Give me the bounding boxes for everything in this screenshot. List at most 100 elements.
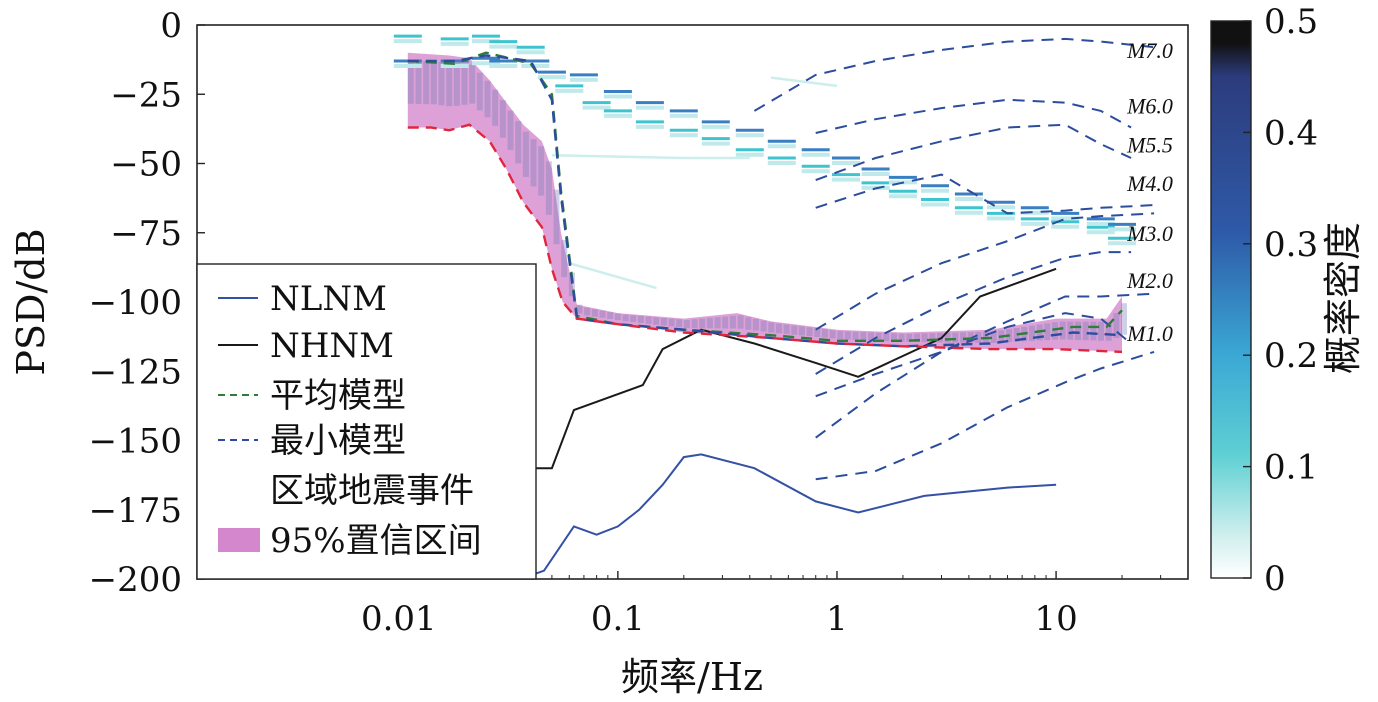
density-strip (1067, 321, 1074, 340)
magnitude-labels: M7.0 M6.0 M5.5 M4.0 M3.0 M2.0 M1.0 (1126, 38, 1173, 346)
event-faint-line (551, 153, 750, 160)
density-strip (760, 320, 767, 332)
density-strip (737, 315, 744, 329)
density-strip (614, 313, 621, 321)
density-strip (637, 315, 644, 323)
series-layer (197, 51, 1123, 579)
density-strip (906, 333, 913, 342)
density-strip (960, 332, 966, 343)
density-strip (914, 333, 920, 342)
density-strip (430, 61, 437, 105)
density-strip (446, 62, 453, 107)
density-strip (591, 309, 598, 317)
density-strip (891, 333, 897, 342)
confidence-band (407, 52, 1122, 352)
x-axis-ticks: 0.01 0.1 1 10 (245, 571, 1189, 639)
density-strip (584, 307, 591, 316)
density-strip (868, 332, 874, 341)
y-tick-label: −100 (89, 283, 182, 323)
density-strip (722, 316, 729, 329)
density-strip (676, 319, 683, 328)
colorbar: 0 0.1 0.2 0.3 0.4 0.5 概率密度 (1210, 2, 1365, 599)
density-strip (545, 161, 552, 215)
density-strip (814, 328, 821, 337)
density-strip (407, 60, 414, 104)
magnitude-curve (815, 292, 1155, 439)
density-strip (775, 323, 782, 334)
colorbar-label: 概率密度 (1321, 222, 1365, 374)
y-tick-label: −150 (89, 422, 182, 462)
density-strip (553, 189, 560, 245)
magnitude-curve (815, 251, 1132, 375)
magnitude-curve (815, 173, 1155, 215)
density-strip (929, 333, 936, 343)
legend-label: 平均模型 (270, 376, 406, 416)
density-strip (798, 326, 805, 336)
y-tick-label: −200 (89, 560, 182, 600)
density-strip (461, 64, 468, 105)
legend-box (196, 263, 537, 580)
colorbar-tick-label: 0.3 (1264, 225, 1318, 265)
series-line (407, 123, 1123, 354)
density-strip (860, 332, 867, 341)
magnitude-curve (815, 312, 1132, 398)
y-axis-title: PSD/dB (9, 228, 53, 375)
y-tick-label: −175 (89, 491, 182, 531)
density-strip (898, 333, 905, 342)
density-strip (415, 60, 422, 104)
density-strip (561, 240, 568, 278)
density-strip (499, 100, 506, 138)
legend-swatch-patch (218, 528, 260, 552)
magnitude-label: M7.0 (1126, 38, 1173, 63)
density-strip (875, 332, 882, 341)
x-tick-label: 1 (826, 599, 848, 639)
density-strip (599, 310, 606, 318)
x-axis-title: 频率/Hz (621, 655, 763, 699)
magnitude-label: M3.0 (1126, 221, 1173, 246)
colorbar-tick-label: 0.2 (1264, 336, 1318, 376)
y-tick-label: −50 (110, 145, 182, 185)
y-tick-label: −25 (110, 75, 182, 115)
density-strip (1075, 321, 1081, 340)
density-strip (706, 317, 713, 329)
colorbar-tick-label: 0 (1264, 559, 1286, 599)
x-tick-label: 0.01 (361, 599, 437, 639)
density-strip (821, 329, 828, 338)
density-strip (515, 121, 522, 164)
density-strip (453, 63, 460, 106)
density-strip (530, 139, 537, 187)
density-strip (484, 80, 491, 118)
density-strip (1044, 323, 1051, 341)
legend-label: NLNM (270, 279, 387, 319)
magnitude-label: M1.0 (1126, 321, 1173, 346)
y-tick-label: −125 (89, 352, 182, 392)
density-strip (438, 62, 445, 106)
density-strip (699, 318, 706, 329)
legend-label: NHNM (270, 326, 394, 366)
density-strip (1113, 313, 1120, 338)
density-strip (568, 272, 575, 297)
colorbar-tick-label: 0.4 (1264, 113, 1318, 153)
density-strip (714, 317, 721, 329)
density-strip (921, 333, 928, 343)
density-strip (492, 89, 499, 126)
density-strip (837, 331, 844, 340)
colorbar-ticks: 0 0.1 0.2 0.3 0.4 0.5 (1243, 2, 1318, 599)
density-strip (607, 312, 614, 319)
magnitude-curve (753, 37, 1155, 112)
series-line (407, 54, 1123, 348)
density-strip (1013, 328, 1020, 342)
confidence-band-layer (407, 52, 1127, 352)
density-strip (1082, 321, 1089, 341)
density-strip (683, 320, 690, 329)
magnitude-label: M6.0 (1126, 94, 1173, 119)
density-strip (691, 319, 698, 329)
event-faint-line (770, 76, 838, 88)
density-strip (944, 332, 951, 343)
magnitude-label: M2.0 (1126, 268, 1173, 293)
density-strip (653, 317, 660, 325)
density-strip (1090, 321, 1097, 341)
density-strip (729, 315, 736, 329)
magnitude-curve (815, 98, 1132, 134)
